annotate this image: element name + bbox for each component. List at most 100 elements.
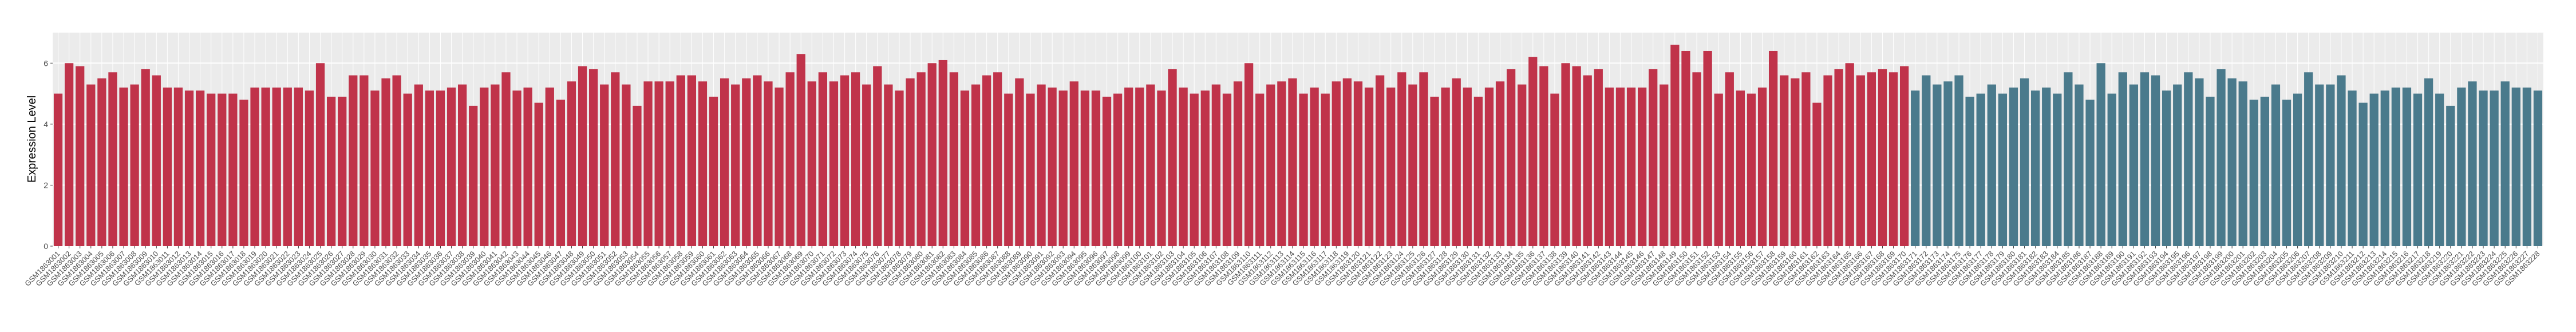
bar bbox=[1211, 84, 1221, 247]
bar bbox=[2315, 84, 2324, 247]
bar bbox=[775, 87, 784, 246]
bar bbox=[2369, 93, 2379, 247]
bar bbox=[960, 90, 970, 246]
bar bbox=[425, 90, 434, 246]
bar bbox=[2162, 90, 2171, 246]
bar bbox=[1441, 87, 1450, 246]
bar bbox=[1255, 93, 1265, 247]
bar bbox=[326, 96, 336, 246]
bar bbox=[53, 93, 63, 247]
bar bbox=[1222, 93, 1232, 247]
bar bbox=[2053, 93, 2062, 247]
bar bbox=[250, 87, 259, 246]
bar bbox=[512, 90, 521, 246]
bar bbox=[567, 81, 576, 246]
bar bbox=[1911, 90, 1920, 246]
bar bbox=[1353, 81, 1363, 246]
bar bbox=[906, 78, 915, 246]
bar bbox=[764, 81, 773, 246]
bar bbox=[1823, 75, 1832, 246]
bar bbox=[1364, 87, 1374, 246]
bar bbox=[2238, 81, 2247, 246]
bar bbox=[1539, 66, 1548, 246]
bar bbox=[938, 60, 947, 246]
bar bbox=[1430, 96, 1439, 246]
bar bbox=[709, 96, 718, 246]
bar bbox=[2217, 69, 2226, 246]
bar bbox=[622, 84, 631, 247]
bar bbox=[218, 93, 227, 247]
bar bbox=[2096, 63, 2105, 247]
bar bbox=[2173, 84, 2182, 247]
bar bbox=[556, 100, 566, 246]
bar bbox=[414, 84, 423, 247]
bar bbox=[1626, 87, 1636, 246]
bar bbox=[2402, 87, 2412, 246]
bar bbox=[2129, 84, 2139, 247]
bar bbox=[2282, 100, 2291, 246]
bar bbox=[76, 66, 85, 246]
bar bbox=[1736, 90, 1745, 246]
bar bbox=[1463, 87, 1472, 246]
bar bbox=[1266, 84, 1275, 247]
bar bbox=[2249, 100, 2258, 246]
bar bbox=[1015, 78, 1024, 246]
bar bbox=[2337, 75, 2346, 246]
bar bbox=[1878, 69, 1887, 246]
bar bbox=[1888, 72, 1898, 247]
bar bbox=[1473, 96, 1483, 246]
bar bbox=[1572, 66, 1581, 246]
bar bbox=[2195, 78, 2204, 246]
bar bbox=[392, 75, 401, 246]
bar bbox=[1037, 84, 1046, 247]
bar bbox=[1124, 87, 1133, 246]
bar bbox=[545, 87, 554, 246]
bar bbox=[2009, 87, 2018, 246]
bar bbox=[2118, 72, 2127, 247]
bar bbox=[2271, 84, 2281, 247]
bar bbox=[294, 87, 303, 246]
bar bbox=[315, 63, 325, 247]
bar bbox=[447, 87, 456, 246]
bar bbox=[2140, 72, 2150, 247]
bar bbox=[1976, 93, 1985, 247]
bar bbox=[1703, 50, 1712, 246]
bar bbox=[1757, 87, 1767, 246]
bar bbox=[873, 66, 882, 246]
bar bbox=[687, 75, 697, 246]
bar bbox=[1408, 84, 1417, 247]
bar bbox=[818, 72, 828, 247]
bar bbox=[1506, 69, 1516, 246]
bar bbox=[949, 72, 959, 247]
bar bbox=[457, 84, 467, 247]
bar bbox=[283, 87, 292, 246]
bar bbox=[338, 96, 347, 246]
bar bbox=[1179, 87, 1188, 246]
bar bbox=[2348, 90, 2357, 246]
bar bbox=[785, 72, 795, 247]
bar bbox=[1528, 57, 1538, 246]
bar bbox=[2479, 90, 2488, 246]
bar bbox=[1615, 87, 1625, 246]
y-tick-label: 4 bbox=[44, 120, 48, 129]
bar bbox=[152, 75, 161, 246]
bar bbox=[1069, 81, 1078, 246]
bar bbox=[993, 72, 1002, 247]
bar bbox=[676, 75, 685, 246]
bar bbox=[2490, 90, 2499, 246]
bar bbox=[491, 84, 500, 247]
bar bbox=[2064, 72, 2073, 247]
bar bbox=[469, 105, 478, 246]
bar bbox=[2511, 87, 2520, 246]
bar bbox=[1190, 93, 1199, 247]
bar bbox=[1135, 87, 1144, 246]
bar bbox=[1780, 75, 1789, 246]
plot-panel bbox=[53, 33, 2543, 246]
bar bbox=[643, 81, 653, 246]
bar bbox=[534, 102, 543, 246]
bar bbox=[1933, 84, 1942, 247]
bar bbox=[665, 81, 674, 246]
bar bbox=[2227, 78, 2237, 246]
bar bbox=[796, 54, 805, 247]
bar bbox=[2391, 87, 2401, 246]
